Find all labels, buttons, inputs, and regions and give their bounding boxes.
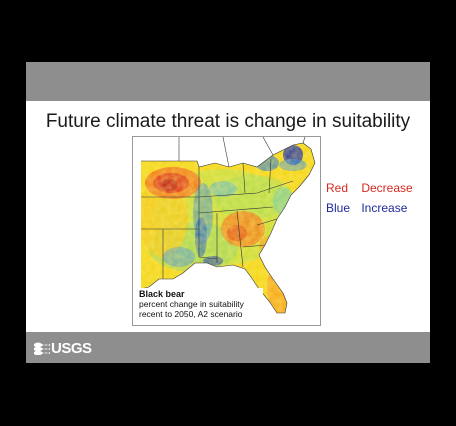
legend-value-decrease: Decrease — [361, 181, 413, 195]
usgs-logo-text: USGS — [51, 339, 92, 357]
legend-value-increase: Increase — [361, 201, 408, 215]
usgs-logo: USGS — [34, 338, 92, 358]
slide-header-band — [26, 62, 430, 101]
state-boundaries — [140, 137, 316, 314]
legend-row-red: Red Decrease — [326, 178, 413, 198]
map-outside-area — [133, 137, 320, 325]
legend-key-blue: Blue — [326, 201, 351, 215]
map-graphic — [133, 137, 320, 325]
map-caption: Black bear percent change in suitability… — [137, 288, 263, 321]
legend-key-red: Red — [326, 181, 349, 195]
species-label: Black bear — [139, 289, 185, 299]
presentation-slide: Future climate threat is change in suita… — [26, 62, 430, 363]
slide-title: Future climate threat is change in suita… — [45, 111, 411, 132]
map-legend: Red Decrease Blue Increase — [326, 178, 413, 218]
slide-footer-band: USGS — [26, 332, 430, 363]
caption-line-1: percent change in suitability — [139, 299, 244, 309]
legend-row-blue: Blue Increase — [326, 198, 413, 218]
usgs-wave-icon — [34, 342, 50, 355]
caption-line-2: recent to 2050, A2 scenario — [139, 309, 243, 319]
suitability-map: Black bear percent change in suitability… — [132, 136, 321, 326]
